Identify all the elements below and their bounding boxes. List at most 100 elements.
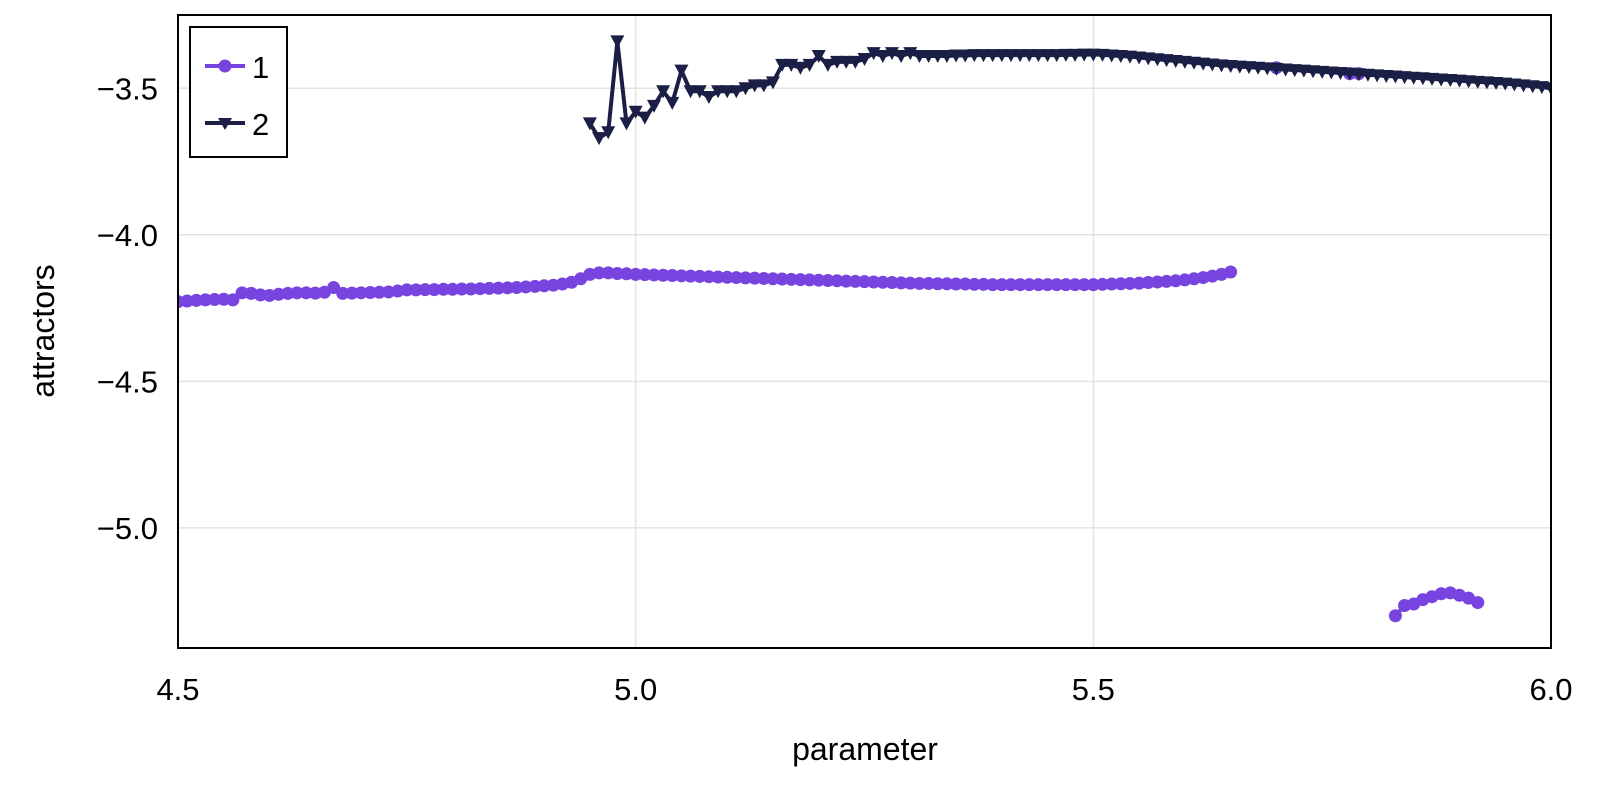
- data-point: [1471, 596, 1485, 610]
- data-point: [756, 79, 771, 93]
- data-point: [501, 281, 515, 295]
- data-point: [1388, 609, 1402, 623]
- data-point: [610, 266, 624, 280]
- data-point: [739, 271, 753, 285]
- data-point: [226, 293, 240, 307]
- legend-marker-2: [218, 118, 232, 130]
- data-point: [921, 50, 936, 64]
- y-tick-label: −4.5: [97, 364, 158, 399]
- data-point: [784, 272, 798, 286]
- data-point: [1086, 48, 1101, 62]
- data-point: [766, 272, 780, 286]
- y-tick-label: −3.5: [97, 71, 158, 106]
- data-point: [976, 277, 990, 291]
- data-point: [1461, 75, 1476, 89]
- data-point: [757, 271, 771, 285]
- data-point: [793, 273, 807, 287]
- data-point: [1342, 67, 1357, 81]
- data-point: [885, 276, 899, 290]
- data-point: [1077, 278, 1091, 292]
- data-point: [1123, 276, 1137, 290]
- data-point: [1224, 265, 1238, 279]
- data-point: [1041, 278, 1055, 292]
- data-point: [1223, 59, 1238, 73]
- legend-label-1: 1: [252, 50, 269, 85]
- data-point: [665, 269, 679, 283]
- data-point: [820, 58, 835, 72]
- data-point: [427, 283, 441, 297]
- data-point: [1068, 278, 1082, 292]
- data-point: [491, 281, 505, 295]
- data-point: [775, 58, 790, 72]
- data-point: [1004, 278, 1018, 292]
- data-point: [1388, 70, 1403, 84]
- data-point: [409, 283, 423, 297]
- data-point: [1251, 61, 1266, 75]
- legend-box: [189, 26, 288, 158]
- data-point: [582, 117, 597, 131]
- data-point: [940, 277, 954, 291]
- data-point: [610, 35, 625, 49]
- data-point: [1114, 277, 1128, 291]
- legend-label-2: 2: [252, 107, 269, 142]
- x-tick-label: 6.0: [1529, 672, 1572, 707]
- data-point: [1013, 278, 1027, 292]
- data-point: [601, 126, 616, 140]
- tick-labels: 4.5 5.0 5.5 6.0 −3.5 −4.0 −4.5 −5.0: [97, 71, 1573, 707]
- data-point: [1040, 49, 1055, 63]
- data-point: [995, 278, 1009, 292]
- data-point: [958, 49, 973, 63]
- data-point: [683, 85, 698, 99]
- data-point: [848, 274, 862, 288]
- data-point: [1095, 48, 1110, 62]
- data-point: [1031, 278, 1045, 292]
- y-axis-label: attractors: [25, 264, 61, 397]
- data-point: [949, 277, 963, 291]
- data-point: [738, 82, 753, 96]
- legend-marker-1: [218, 59, 232, 73]
- data-point: [958, 277, 972, 291]
- data-point: [446, 282, 460, 296]
- data-point: [1113, 50, 1128, 64]
- data-point: [345, 286, 359, 300]
- data-point: [986, 278, 1000, 292]
- data-point: [803, 273, 817, 287]
- data-point: [931, 277, 945, 291]
- data-point: [1324, 66, 1339, 80]
- data-point: [656, 85, 671, 99]
- data-point: [1022, 278, 1036, 292]
- x-tick-label: 5.5: [1072, 672, 1115, 707]
- data-point: [1003, 49, 1018, 63]
- data-point: [1452, 74, 1467, 88]
- data-point: [1470, 75, 1485, 89]
- data-point: [647, 268, 661, 282]
- data-point: [775, 272, 789, 286]
- data-point: [436, 282, 450, 296]
- data-point: [720, 270, 734, 284]
- data-point: [692, 85, 707, 99]
- data-point: [939, 50, 954, 64]
- data-point: [702, 270, 716, 284]
- data-point: [1068, 48, 1083, 62]
- y-tick-label: −5.0: [97, 511, 158, 546]
- data-point: [720, 85, 735, 99]
- data-point: [455, 282, 469, 296]
- data-point: [930, 50, 945, 64]
- data-point: [747, 79, 762, 93]
- data-point: [198, 293, 212, 307]
- data-point: [628, 105, 643, 119]
- data-point: [1415, 72, 1430, 86]
- y-tick-label: −4.0: [97, 218, 158, 253]
- data-point: [1058, 48, 1073, 62]
- data-point: [857, 52, 872, 66]
- data-point: [1306, 65, 1321, 79]
- data-point: [418, 283, 432, 297]
- data-point: [1379, 69, 1394, 83]
- data-point: [1479, 76, 1494, 90]
- data-point: [629, 267, 643, 281]
- data-point: [949, 49, 964, 63]
- data-point: [729, 85, 744, 99]
- data-point: [336, 286, 350, 300]
- data-point: [711, 85, 726, 99]
